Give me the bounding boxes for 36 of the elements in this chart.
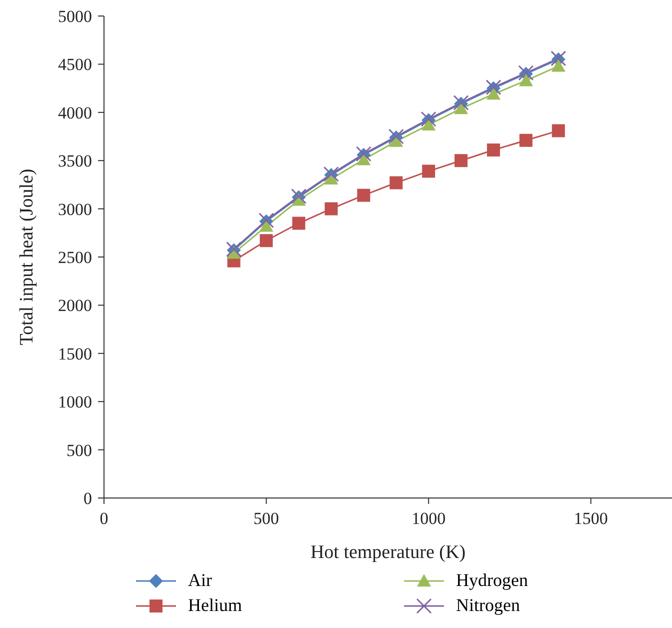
point [357, 188, 370, 202]
y-tick-label: 1500 [58, 344, 92, 364]
y-tick-label: 5000 [58, 7, 92, 26]
legend-label: Hydrogen [456, 570, 528, 591]
point [454, 102, 468, 114]
point [260, 234, 273, 248]
point [324, 202, 338, 216]
point [519, 134, 532, 147]
point [454, 154, 468, 168]
y-tick-label: 1000 [58, 392, 92, 412]
x-tick-label: 1000 [412, 509, 446, 528]
point [422, 164, 436, 178]
point [518, 74, 533, 86]
point [292, 216, 306, 230]
y-tick-label: 4000 [58, 103, 92, 122]
y-axis-title: Total input heat (Joule) [16, 168, 38, 346]
y-tick-label: 3500 [58, 152, 92, 171]
point [551, 59, 566, 72]
point [486, 87, 500, 100]
y-tick-label: 0 [84, 489, 92, 508]
y-tick-label: 3000 [58, 200, 92, 219]
y-tick-label: 4500 [58, 55, 92, 74]
x-tick-label: 0 [100, 509, 108, 528]
x-tick-label: 500 [254, 509, 280, 528]
y-tick-label: 2500 [58, 248, 92, 268]
point [390, 176, 403, 190]
x-axis-title: Hot temperature (K) [310, 542, 466, 563]
legend-label: Air [188, 570, 212, 591]
x-tick-label: 1500 [574, 509, 608, 528]
point [486, 143, 500, 156]
legend-label: Nitrogen [456, 595, 520, 616]
point [259, 219, 274, 232]
y-tick-label: 2000 [58, 296, 92, 316]
point [552, 124, 565, 138]
y-tick-label: 500 [66, 440, 92, 460]
legend-label: Helium [188, 595, 242, 616]
